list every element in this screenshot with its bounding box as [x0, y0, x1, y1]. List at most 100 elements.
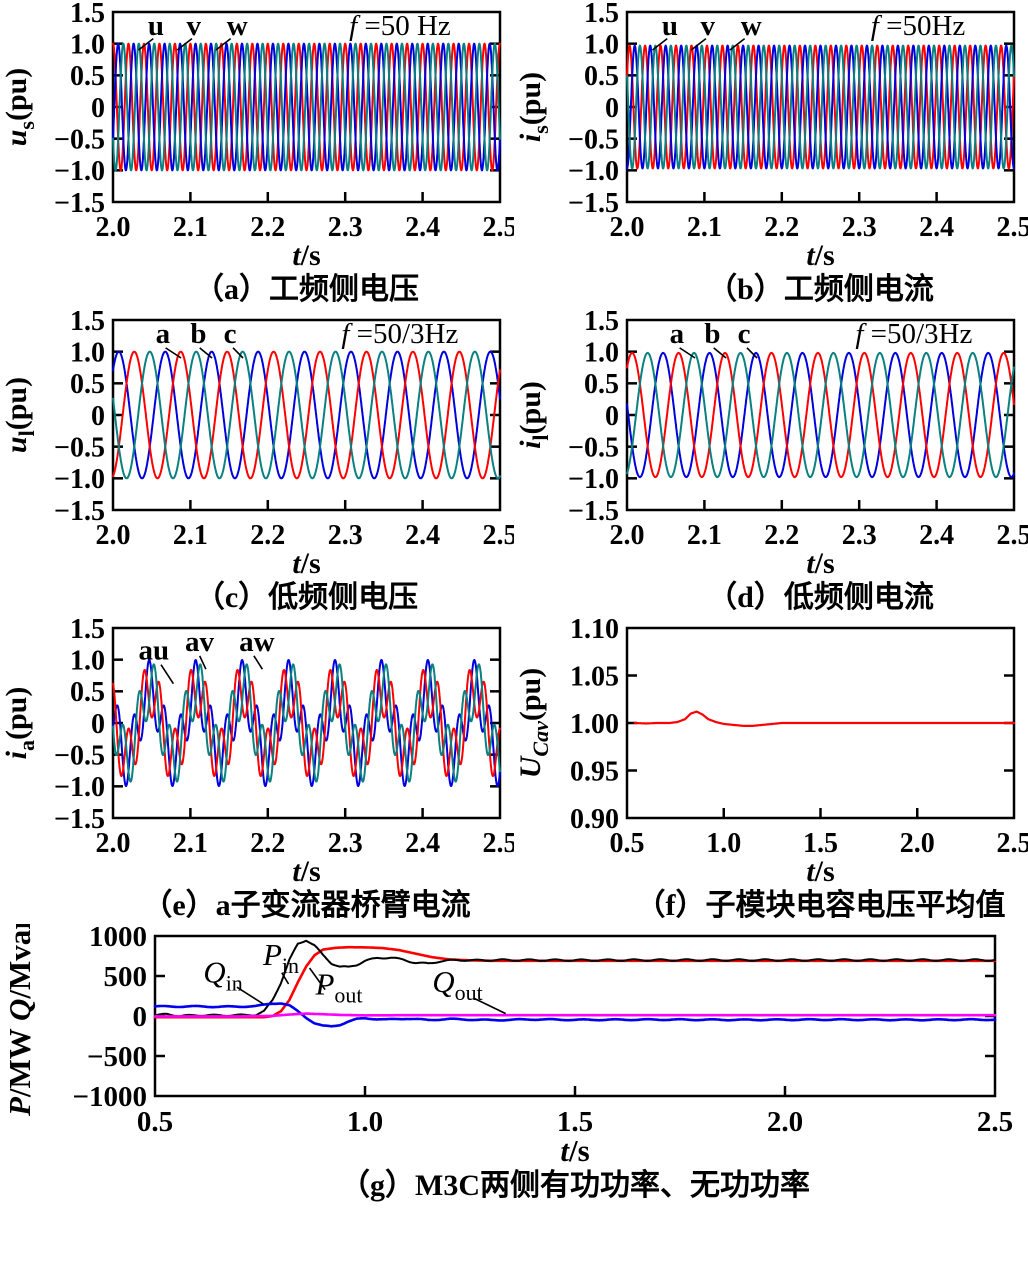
svg-text:−1.5: −1.5: [54, 496, 105, 527]
svg-text:0.90: 0.90: [570, 804, 619, 835]
svg-text:−1.0: −1.0: [54, 156, 105, 187]
svg-text:2.5: 2.5: [997, 828, 1028, 859]
svg-text:1.0: 1.0: [706, 828, 741, 859]
svg-text:0.5: 0.5: [584, 61, 619, 92]
svg-text:P/MW Q/Mvar: P/MW Q/Mvar: [2, 924, 37, 1117]
svg-text:0.5: 0.5: [584, 369, 619, 400]
svg-text:2.3: 2.3: [842, 212, 877, 243]
svg-text:0: 0: [91, 709, 105, 740]
svg-text:2.5: 2.5: [997, 520, 1028, 551]
svg-text:1000: 1000: [89, 924, 147, 953]
chart-f-canvas: 1.10 1.05 1.00 0.95 0.900.5 1.0 1.5 2.0 2.5 t/s UC…: [514, 616, 1028, 888]
svg-text:b: b: [704, 318, 720, 350]
svg-text:1.5: 1.5: [557, 1106, 593, 1138]
svg-text:−500: −500: [87, 1041, 147, 1073]
svg-text:2.5: 2.5: [977, 1106, 1013, 1138]
svg-text:2.3: 2.3: [328, 520, 363, 551]
svg-text:1.0: 1.0: [584, 337, 619, 368]
svg-text:f =50 Hz: f =50 Hz: [349, 10, 451, 42]
subplot-grid: 1.5 1.0 0.5 0 −0.5 −1.0 −1.5 2.0 2.1 2.2 2.3 2.4 2.5…: [0, 0, 1028, 924]
svg-text:Pout: Pout: [314, 966, 362, 1007]
svg-text:0.5: 0.5: [137, 1106, 173, 1138]
svg-text:t/s: t/s: [292, 855, 320, 888]
svg-text:0.5: 0.5: [70, 677, 105, 708]
svg-text:2.0: 2.0: [96, 828, 131, 859]
svg-text:aw: aw: [239, 626, 274, 658]
svg-text:2.2: 2.2: [764, 520, 799, 551]
svg-text:0: 0: [605, 93, 619, 124]
svg-text:−0.5: −0.5: [568, 432, 619, 463]
svg-text:1.5: 1.5: [584, 308, 619, 337]
svg-text:c: c: [738, 318, 751, 350]
svg-text:−1.5: −1.5: [54, 188, 105, 219]
svg-text:2.0: 2.0: [900, 828, 935, 859]
chart-d-canvas: 1.51.00.50−0.5−1.0−1.52.0 2.1 2.2 2.3 2.4 2.5…: [514, 308, 1028, 580]
svg-text:2.4: 2.4: [919, 212, 954, 243]
svg-text:us(pu): us(pu): [0, 68, 39, 147]
svg-text:Qout: Qout: [432, 964, 483, 1005]
subplot-b: 1.5 1.0 0.5 0 −0.5 −1.0 −1.5 2.0 2.1 2.2 2.3 2.4 2.5…: [514, 0, 1028, 308]
svg-text:2.1: 2.1: [173, 520, 208, 551]
caption-g: （g）M3C两侧有功功率、无功功率: [340, 1169, 810, 1202]
svg-text:au: au: [139, 635, 170, 667]
svg-text:1.0: 1.0: [584, 29, 619, 60]
caption-b: （b）工频侧电流: [707, 273, 934, 306]
chart-c-canvas: 1.51.00.50−0.5−1.0−1.52.0 2.1 2.2 2.3 2.4 2.5…: [0, 308, 514, 580]
svg-text:0: 0: [91, 401, 105, 432]
svg-text:2.1: 2.1: [687, 212, 722, 243]
svg-text:Pin: Pin: [262, 937, 299, 978]
chart-e-canvas: 1.51.00.50−0.5−1.0−1.52.0 2.1 2.2 2.3 2.4 2.5…: [0, 616, 514, 888]
svg-text:0.5: 0.5: [70, 369, 105, 400]
svg-text:u: u: [662, 10, 678, 42]
svg-text:1.5: 1.5: [70, 616, 105, 645]
svg-text:−0.5: −0.5: [54, 432, 105, 463]
svg-text:2.0: 2.0: [767, 1106, 803, 1138]
svg-text:ia(pu): ia(pu): [0, 687, 39, 760]
svg-text:1.0: 1.0: [70, 645, 105, 676]
svg-text:1.0: 1.0: [347, 1106, 383, 1138]
svg-text:f =50/3Hz: f =50/3Hz: [855, 318, 972, 350]
svg-text:−1.5: −1.5: [568, 188, 619, 219]
svg-text:2.4: 2.4: [919, 520, 954, 551]
svg-text:2.5: 2.5: [483, 828, 515, 859]
svg-text:0: 0: [133, 1001, 148, 1033]
caption-e: （e）a子变流器桥臂电流: [142, 889, 471, 922]
svg-text:1.00: 1.00: [570, 709, 619, 740]
svg-text:v: v: [701, 10, 716, 42]
caption-d: （d）低频侧电流: [707, 581, 934, 614]
svg-text:av: av: [185, 626, 215, 658]
svg-text:2.4: 2.4: [405, 520, 440, 551]
svg-text:t/s: t/s: [806, 239, 834, 272]
svg-text:−1.0: −1.0: [568, 464, 619, 495]
svg-text:v: v: [187, 10, 202, 42]
svg-text:t/s: t/s: [292, 547, 320, 580]
svg-text:il(pu): il(pu): [514, 381, 553, 449]
subplot-g: 1000 500 0 −500 −1000 0.5 1.0 1.5 2.0 2.5 t/s P/MW …: [0, 924, 1028, 1208]
svg-text:2.5: 2.5: [483, 520, 515, 551]
svg-text:2.2: 2.2: [764, 212, 799, 243]
svg-text:1.05: 1.05: [570, 661, 619, 692]
svg-text:w: w: [227, 10, 248, 42]
subplot-f: 1.10 1.05 1.00 0.95 0.90 0.5 1.0 1.5 2.0 2.5 t/s UC…: [514, 616, 1028, 924]
svg-text:2.0: 2.0: [96, 212, 131, 243]
svg-text:2.3: 2.3: [328, 828, 363, 859]
svg-text:UCav(pu): UCav(pu): [514, 668, 553, 778]
chart-a-canvas: 1.51.00.50−0.5−1.0−1.52.0 2.1 2.2 2.3 2.4 2.5…: [0, 0, 514, 272]
svg-text:1.5: 1.5: [803, 828, 838, 859]
svg-text:2.0: 2.0: [610, 212, 645, 243]
subplot-e: 1.5 1.0 0.5 0 −0.5 −1.0 −1.5 2.0 2.1 2.2 2.3 2.4 2.5…: [0, 616, 514, 924]
svg-text:2.4: 2.4: [405, 828, 440, 859]
svg-text:0.95: 0.95: [570, 756, 619, 787]
svg-text:a: a: [670, 318, 685, 350]
caption-a: （a）工频侧电压: [194, 273, 419, 306]
svg-text:1.0: 1.0: [70, 29, 105, 60]
svg-text:1.0: 1.0: [70, 337, 105, 368]
svg-text:2.2: 2.2: [250, 828, 285, 859]
svg-text:2.1: 2.1: [687, 520, 722, 551]
svg-text:t/s: t/s: [806, 547, 834, 580]
chart-b-canvas: 1.51.00.50−0.5−1.0−1.52.0 2.1 2.2 2.3 2.4 2.5…: [514, 0, 1028, 272]
svg-text:1.5: 1.5: [584, 0, 619, 29]
svg-text:−0.5: −0.5: [568, 124, 619, 155]
svg-text:−0.5: −0.5: [54, 740, 105, 771]
